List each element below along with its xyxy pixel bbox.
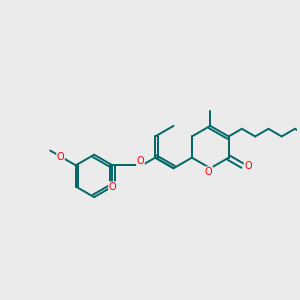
Text: O: O xyxy=(205,167,213,177)
Text: O: O xyxy=(137,156,144,166)
Text: O: O xyxy=(109,182,116,192)
Text: O: O xyxy=(244,161,252,171)
Text: O: O xyxy=(57,152,64,162)
